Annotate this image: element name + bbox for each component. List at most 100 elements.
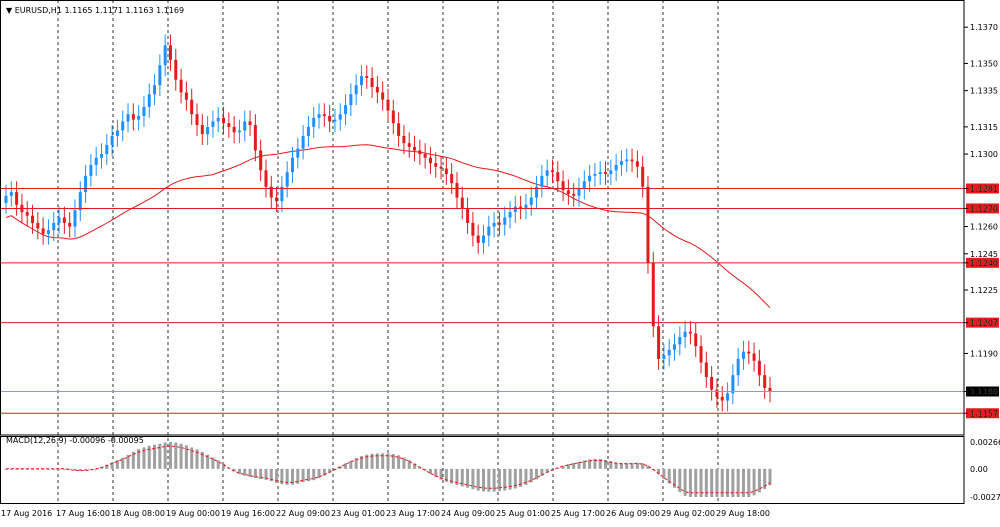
macd-bar <box>413 463 417 469</box>
macd-bar <box>434 468 438 478</box>
macd-bar <box>131 451 135 469</box>
candle-body <box>46 230 50 234</box>
candle-body <box>535 186 539 198</box>
candle-body <box>365 76 369 78</box>
candle-body <box>397 123 401 136</box>
macd-bar <box>667 468 671 484</box>
candle-body <box>524 204 528 209</box>
candle-body <box>699 346 703 363</box>
macd-bar <box>195 449 199 469</box>
candle-body <box>211 121 215 127</box>
candle-body <box>57 217 61 223</box>
candle-body <box>413 146 417 151</box>
candle-body <box>566 190 570 194</box>
macd-bar <box>466 468 470 488</box>
macd-bar <box>349 460 353 469</box>
macd-bar <box>561 465 565 469</box>
macd-bar <box>688 468 692 497</box>
candle-body <box>370 77 374 87</box>
macd-bar <box>301 468 305 483</box>
macd-bar <box>36 468 40 470</box>
candle-body <box>609 170 613 174</box>
level-tag-label: 1.1281 <box>970 185 998 194</box>
candle-body <box>752 353 756 361</box>
level-tag <box>966 257 999 268</box>
candle-body <box>598 172 602 174</box>
macd-bar <box>418 466 422 469</box>
candle-body <box>577 188 581 196</box>
macd-bar <box>31 468 35 470</box>
candle-body <box>190 99 194 115</box>
macd-bar <box>259 468 263 479</box>
macd-bar <box>222 463 226 469</box>
macd-bar <box>100 467 103 469</box>
candle-body <box>253 125 257 151</box>
y-tick-label: 1.1370 <box>970 23 998 32</box>
macd-bar <box>391 453 395 469</box>
macd-bar <box>328 468 332 473</box>
macd-bar <box>508 468 512 490</box>
candle-body <box>455 183 459 198</box>
candle-body <box>285 172 289 187</box>
macd-bar <box>630 462 634 469</box>
candle-body <box>137 116 141 120</box>
candle-body <box>4 195 8 203</box>
candle-body <box>349 94 353 106</box>
candle-body <box>25 212 29 216</box>
y-tick-label: 1.1190 <box>970 349 998 358</box>
macd-bar <box>519 468 523 487</box>
current-price-tag <box>966 386 999 397</box>
candle-body <box>747 351 751 354</box>
candle-body <box>15 192 19 205</box>
macd-bar <box>248 468 252 477</box>
candle-body <box>126 114 130 122</box>
x-tick-label: 17 Aug 16:00 <box>56 509 110 518</box>
candle-body <box>646 186 650 263</box>
y-tick-label: 1.1260 <box>970 223 998 232</box>
macd-bar <box>344 463 348 469</box>
macd-bar <box>243 468 247 476</box>
macd-bar <box>312 468 316 481</box>
macd-bar <box>529 468 533 483</box>
macd-signal-line <box>6 445 771 494</box>
candle-body <box>651 262 655 327</box>
candle-body <box>476 235 480 243</box>
macd-bar <box>381 453 385 469</box>
macd-bar <box>285 468 289 485</box>
x-tick-label: 25 Aug 17:00 <box>551 509 605 518</box>
y-tick-label: 1.1300 <box>970 150 998 159</box>
macd-bar <box>280 468 284 485</box>
y-tick-label: 1.1240 <box>970 259 998 268</box>
candle-body <box>619 161 623 165</box>
candle-body <box>588 175 592 182</box>
candle-body <box>31 215 35 223</box>
macd-bar <box>598 458 602 469</box>
candle-body <box>731 375 735 394</box>
macd-bar <box>540 468 544 476</box>
level-tag <box>966 408 999 419</box>
candle-body <box>704 362 708 377</box>
x-tick-label: 29 Aug 18:00 <box>716 509 770 518</box>
macd-bar <box>715 468 719 497</box>
candle-body <box>296 148 300 158</box>
macd-y-tick-label: 0.00 <box>970 465 988 474</box>
candle-body <box>131 114 135 120</box>
macd-bar <box>158 443 162 469</box>
candle-body <box>41 228 45 234</box>
candle-body <box>179 79 183 93</box>
macd-bar <box>614 462 618 469</box>
macd-bar <box>492 468 496 492</box>
candle-body <box>216 117 220 122</box>
candle-body <box>407 143 411 147</box>
macd-bar <box>137 449 141 469</box>
candle-body <box>657 326 661 359</box>
macd-bar <box>757 468 761 493</box>
candle-body <box>375 87 379 93</box>
candle-body <box>497 222 501 225</box>
macd-bar <box>741 468 745 497</box>
candle-body <box>9 192 13 196</box>
macd-bar <box>25 468 29 470</box>
macd-bar <box>375 453 379 469</box>
candle-body <box>232 126 236 133</box>
x-tick-label: 19 Aug 16:00 <box>221 509 275 518</box>
